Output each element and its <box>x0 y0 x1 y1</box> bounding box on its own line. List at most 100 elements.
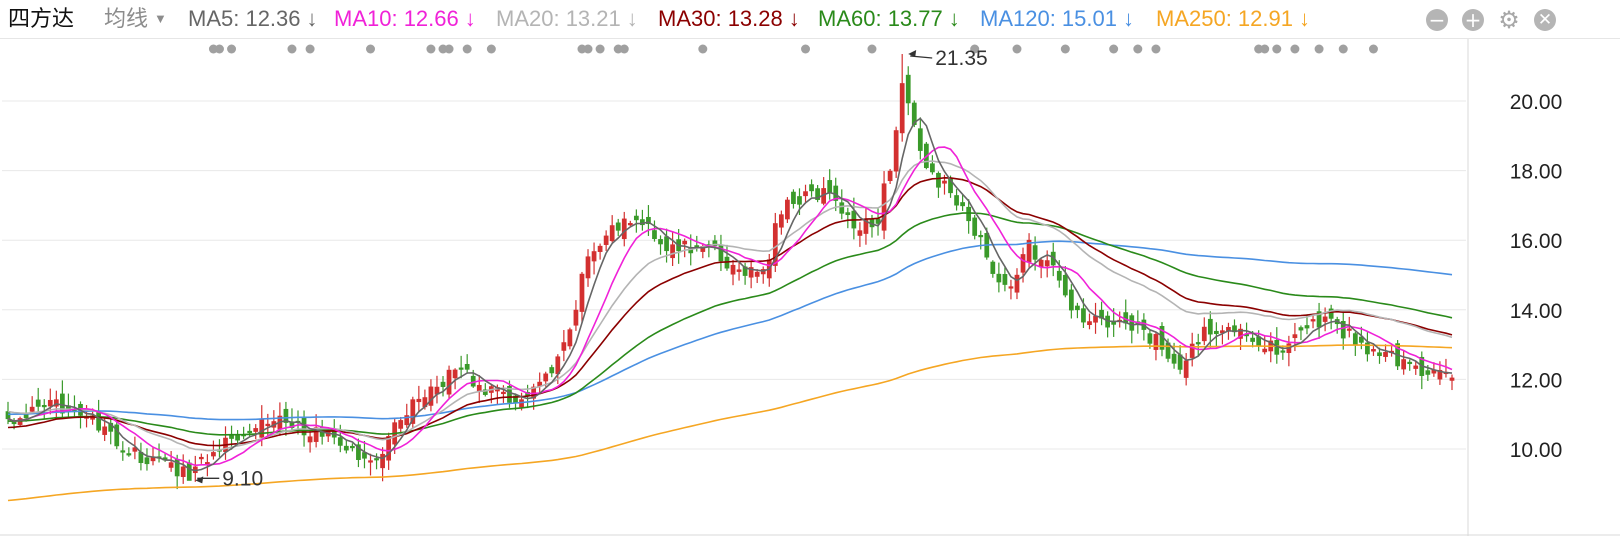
candle-body <box>815 188 820 200</box>
candle-body <box>621 218 627 240</box>
ma-trend-arrow-icon: ↓ <box>788 6 800 31</box>
pivot-marker-dot <box>1109 44 1119 54</box>
candle-body <box>996 273 1002 283</box>
ma-selector-dropdown[interactable]: 均线 ▼ <box>104 6 167 32</box>
candle-body <box>863 219 869 234</box>
candle-body <box>561 342 567 351</box>
pivot-marker-dot <box>1368 44 1378 54</box>
pivot-marker-dot <box>1260 44 1270 54</box>
candle-body <box>791 191 796 204</box>
candle-body <box>476 384 482 392</box>
ma-selector-label: 均线 <box>104 6 149 31</box>
candle-body <box>53 399 59 407</box>
candle-body <box>857 230 863 236</box>
y-tick-label: 14.00 <box>1510 300 1563 323</box>
annotation-arrow-head <box>908 50 917 58</box>
candle-body <box>785 199 790 220</box>
candle-body <box>507 386 512 403</box>
candle-body <box>41 404 47 408</box>
pivot-marker-dot <box>867 44 877 54</box>
candle-body <box>1437 369 1443 380</box>
y-tick-label: 20.00 <box>1510 91 1563 114</box>
candle-body <box>627 223 633 226</box>
candle-body <box>917 128 923 151</box>
candle-body <box>1220 330 1225 334</box>
candle-body <box>1298 327 1304 331</box>
ma-line-ma250 <box>7 344 1453 502</box>
candle-body <box>772 223 778 266</box>
ma-legend-label: MA5: 12.36 <box>188 6 301 31</box>
ma-trend-arrow-icon: ↓ <box>948 6 960 31</box>
candle-body <box>754 271 760 277</box>
candle-body <box>839 202 845 214</box>
candle-body <box>1032 245 1038 260</box>
candle-body <box>640 219 645 226</box>
candle-body <box>380 453 385 469</box>
ma-legend-label: MA60: 13.77 <box>818 6 943 31</box>
candle-body <box>1183 360 1189 378</box>
pivot-marker-dot <box>214 44 224 54</box>
candle-body <box>398 420 404 429</box>
ma-trend-arrow-icon: ↓ <box>464 6 476 31</box>
ma-legend-ma10: MA10: 12.66 ↓ <box>334 6 476 32</box>
candle-body <box>29 406 35 412</box>
candle-body <box>1002 274 1008 285</box>
candle-body <box>283 408 289 423</box>
pivot-marker-dot <box>595 44 605 54</box>
candle-body <box>47 399 53 407</box>
candle-body <box>386 436 392 461</box>
minus-icon[interactable]: − <box>1426 9 1448 31</box>
candle-body <box>247 430 253 434</box>
candle-body <box>265 423 271 427</box>
candle-body <box>543 373 549 382</box>
candle-body <box>1316 311 1322 328</box>
candle-body <box>368 460 373 463</box>
plus-icon[interactable]: + <box>1462 9 1484 31</box>
ma-legend-ma5: MA5: 12.36 ↓ <box>188 6 318 32</box>
candle-body <box>1322 316 1328 322</box>
candle-body <box>615 222 621 231</box>
ma-legend-ma250: MA250: 12.91 ↓ <box>1156 6 1310 32</box>
ma-legend-label: MA250: 12.91 <box>1156 6 1293 31</box>
candle-body <box>259 418 265 438</box>
candle-body <box>1177 354 1183 370</box>
candle-body <box>930 163 935 173</box>
pivot-marker-dot <box>1272 44 1282 54</box>
candle-body <box>1365 342 1370 355</box>
candle-body <box>893 130 899 172</box>
annotation-arrow-head <box>195 476 204 484</box>
candle-body <box>1292 334 1298 339</box>
candle-body <box>501 391 506 395</box>
gear-icon[interactable]: ⚙ <box>1498 6 1520 34</box>
candle-body <box>1087 321 1092 326</box>
candle-body <box>954 195 959 206</box>
ma-legend-ma120: MA120: 15.01 ↓ <box>980 6 1134 32</box>
candle-body <box>464 364 470 370</box>
y-tick-label: 16.00 <box>1510 230 1563 253</box>
candle-body <box>966 206 972 222</box>
candle-body <box>555 356 561 375</box>
ma-legend-label: MA120: 15.01 <box>980 6 1117 31</box>
candle-body <box>609 225 615 242</box>
candle-body <box>410 399 416 424</box>
candle-body <box>120 450 126 453</box>
candle-body <box>911 102 917 125</box>
ma-trend-arrow-icon: ↓ <box>1298 6 1310 31</box>
pivot-marker-dot <box>1060 44 1070 54</box>
candle-body <box>646 216 651 225</box>
pivot-marker-dot <box>426 44 436 54</box>
ma-line-ma30 <box>7 176 1453 447</box>
candle-body <box>603 235 609 245</box>
candle-body <box>60 393 65 414</box>
chart-toolbar: 四方达 均线 ▼ MA5: 12.36 ↓ MA10: 12.66 ↓ MA20: 13.… <box>0 0 1620 39</box>
candle-body <box>549 367 555 374</box>
candle-body <box>573 309 579 326</box>
ma-line-ma20 <box>7 160 1453 452</box>
candle-body <box>1310 319 1316 322</box>
close-icon[interactable]: ✕ <box>1534 9 1556 31</box>
pivot-marker-dot <box>1133 44 1143 54</box>
candle-body <box>235 435 240 441</box>
candle-body <box>440 381 446 387</box>
candle-body <box>736 269 742 272</box>
candle-body <box>1129 315 1135 331</box>
